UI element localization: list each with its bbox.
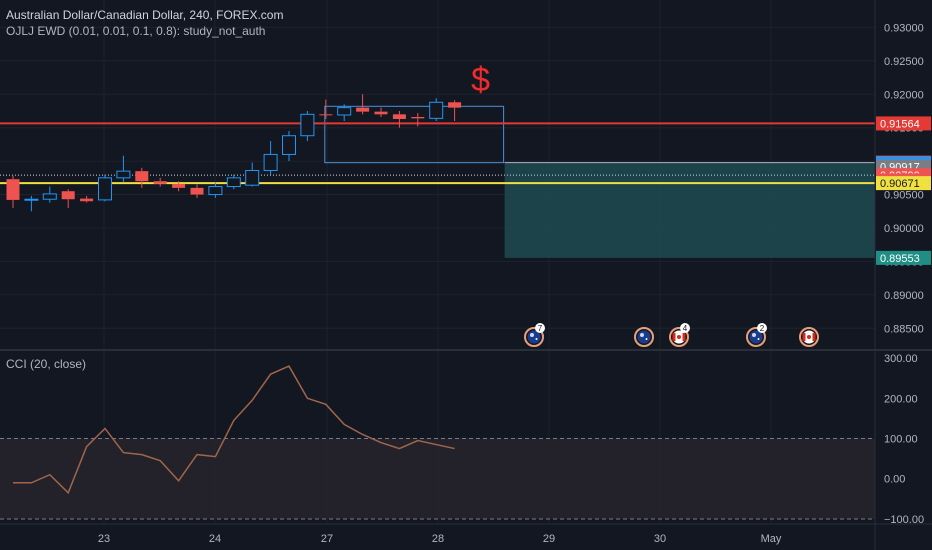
candle [226,174,241,190]
candle [6,175,20,208]
candle [42,186,57,203]
price-tick-label: 0.90500 [884,190,924,202]
range-box[interactable] [324,105,505,164]
cci-tick-label: 0.00 [884,474,905,486]
candle [374,107,388,118]
price-tick-label: 0.92500 [884,56,924,68]
cci-tick-label: 100.00 [884,434,918,446]
svg-text:0.91564: 0.91564 [880,118,920,130]
candle [80,195,94,203]
candle [190,184,204,198]
cci-line [13,365,455,495]
au-flag-icon[interactable] [634,327,654,347]
event-count-badge: 4 [680,323,690,333]
cci-legend[interactable]: CCI (20, close) [6,357,87,371]
price-label-5: 0.90671 [876,176,931,191]
au-flag-icon[interactable]: 2 [746,323,767,347]
symbol-title[interactable]: Australian Dollar/Canadian Dollar, 240, … [6,8,284,22]
zones [324,105,875,258]
cci-tick-label: 300.00 [884,353,918,365]
study-legend[interactable]: OJLJ EWD (0.01, 0.01, 0.1, 0.8): study_n… [6,24,266,38]
candles [6,94,462,212]
candle [245,162,260,187]
candle [300,110,315,142]
level-lines [0,122,875,185]
candle [263,141,278,175]
price-tick-label: 0.90000 [884,223,924,235]
ca-flag-icon[interactable]: 4 [669,323,690,347]
cci-tick-label: 200.00 [884,393,918,405]
candle [116,155,131,183]
au-flag-icon[interactable]: 7 [524,323,545,347]
svg-text:4: 4 [683,324,688,333]
time-tick-label: 29 [543,533,555,545]
candle [208,182,223,198]
event-count-badge: 2 [757,323,767,333]
cci-tick-label: −100.00 [884,514,924,526]
time-tick-label: May [761,533,782,545]
svg-text:0.90671: 0.90671 [880,178,920,190]
time-tick-label: 30 [654,533,666,545]
candle [448,100,462,122]
event-count-badge: 7 [535,323,545,333]
grid [0,0,875,523]
annotations: $ [471,61,490,99]
candle [392,110,406,128]
price-tick-label: 0.89000 [884,290,924,302]
target-zone[interactable] [504,162,875,258]
time-tick-label: 23 [98,533,110,545]
svg-text:2: 2 [760,324,765,333]
candle [319,99,333,120]
candle [61,189,75,208]
candle [337,104,352,122]
time-tick-label: 28 [432,533,444,545]
cci-pane [0,365,875,520]
ca-flag-icon[interactable] [799,327,819,347]
cci-band-fill [0,438,875,519]
resistance-axis-label: 0.91564 [876,116,931,131]
candle [24,195,39,212]
price-tick-label: 0.88500 [884,323,924,335]
dollar-annotation[interactable]: $ [471,61,490,99]
price-label-6: 0.89553 [876,250,931,265]
event-markers[interactable]: 7 4 2 [524,323,819,347]
time-tick-label: 24 [209,533,221,545]
candle [411,112,425,127]
time-tick-label: 27 [321,533,333,545]
candle [98,174,112,202]
candle [356,94,370,115]
candle [172,181,186,192]
svg-text:0.89553: 0.89553 [880,253,920,265]
svg-text:7: 7 [538,324,543,333]
candle [282,131,296,162]
candle [135,167,149,188]
price-tick-label: 0.92000 [884,89,924,101]
candle [153,177,167,187]
candle [429,98,444,122]
price-tick-label: 0.93000 [884,22,924,34]
